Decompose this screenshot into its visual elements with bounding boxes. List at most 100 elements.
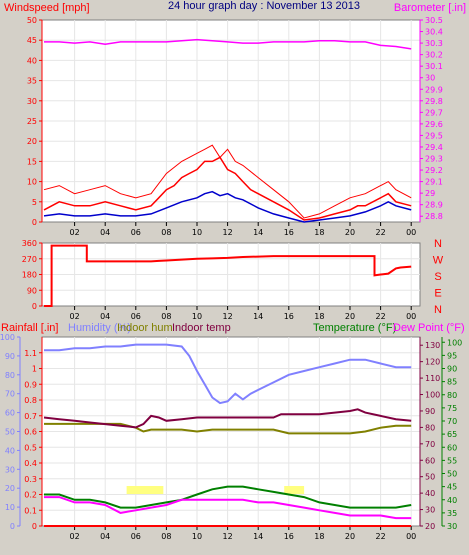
temperature-tick-label: 80 xyxy=(447,391,457,400)
barometer-tick-label: 30.3 xyxy=(425,39,443,48)
wind-x-tick-label: 04 xyxy=(100,228,110,237)
compass-label: N xyxy=(434,238,442,250)
rainfall-tick-label: 1 xyxy=(32,365,37,374)
temperature-tick-label: 55 xyxy=(447,456,457,465)
temperature-x-tick-label: 08 xyxy=(161,532,171,541)
wind-x-tick-label: 18 xyxy=(314,228,324,237)
temperature-x-tick-label: 16 xyxy=(284,532,294,541)
barometer-tick-label: 29.2 xyxy=(425,166,443,175)
windspeed-tick-label: 0 xyxy=(32,218,37,227)
direction-x-tick-label: 22 xyxy=(376,312,386,321)
temperature-tick-label: 65 xyxy=(447,430,457,439)
wind-x-tick-label: 10 xyxy=(192,228,202,237)
temperature-tick-label: 35 xyxy=(447,509,457,518)
direction-x-tick-label: 02 xyxy=(70,312,80,321)
rainfall-tick-label: 1.1 xyxy=(24,349,37,358)
windspeed-tick-label: 45 xyxy=(27,36,37,45)
highlight-band xyxy=(284,486,305,494)
indoor-temp-tick-label: 120 xyxy=(425,358,440,367)
direction-x-tick-label: 10 xyxy=(192,312,202,321)
rainfall-tick-label: 0.8 xyxy=(24,396,37,405)
temperature-axis-title: Temperature (°F) xyxy=(313,322,396,334)
temperature-x-tick-label: 04 xyxy=(100,532,110,541)
temperature-tick-label: 100 xyxy=(447,338,462,347)
rainfall-tick-label: 0.3 xyxy=(24,475,37,484)
dew-point-axis-title: Dew Point (°F) xyxy=(393,322,465,334)
barometer-tick-label: 30.4 xyxy=(425,28,443,37)
temperature-tick-label: 40 xyxy=(447,496,457,505)
rainfall-tick-label: 0.7 xyxy=(24,412,37,421)
indoor-humidity-axis-title: Indoor hum xyxy=(117,322,173,334)
rainfall-tick-label: 0.2 xyxy=(24,491,37,500)
barometer-tick-label: 30.5 xyxy=(425,16,443,25)
highlight-band xyxy=(126,486,164,494)
series-wind-direction xyxy=(44,244,412,307)
windspeed-tick-label: 30 xyxy=(27,97,37,106)
indoor-temp-tick-label: 90 xyxy=(425,407,435,416)
wind-x-tick-label: 16 xyxy=(284,228,294,237)
temperature-x-tick-label: 20 xyxy=(345,532,355,541)
indoor-temp-tick-label: 40 xyxy=(425,489,435,498)
temperature-x-tick-label: 22 xyxy=(376,532,386,541)
compass-label: S xyxy=(434,271,441,283)
humidity-tick-label: 60 xyxy=(5,409,15,418)
direction-tick-label: 0 xyxy=(32,302,37,311)
indoor-temp-tick-label: 80 xyxy=(425,423,435,432)
barometer-tick-label: 29.8 xyxy=(425,97,443,106)
humidity-tick-label: 10 xyxy=(5,503,15,512)
series-gust xyxy=(43,144,412,219)
barometer-tick-label: 29.7 xyxy=(425,108,443,117)
direction-x-tick-label: 00 xyxy=(406,312,416,321)
windspeed-tick-label: 5 xyxy=(32,198,37,207)
humidity-tick-label: 0 xyxy=(10,522,15,531)
temperature-x-tick-label: 18 xyxy=(314,532,324,541)
direction-tick-label: 270 xyxy=(22,255,37,264)
wind-x-tick-label: 06 xyxy=(131,228,141,237)
windspeed-tick-label: 50 xyxy=(27,16,37,25)
wind-x-tick-label: 12 xyxy=(223,228,233,237)
wind-x-tick-label: 02 xyxy=(70,228,80,237)
wind-x-tick-label: 08 xyxy=(161,228,171,237)
temperature-x-tick-label: 06 xyxy=(131,532,141,541)
barometer-tick-label: 29 xyxy=(425,189,435,198)
indoor-temp-tick-label: 60 xyxy=(425,456,435,465)
indoor-temp-tick-label: 110 xyxy=(425,374,440,383)
wind-x-tick-label: 14 xyxy=(253,228,263,237)
indoor-temp-tick-label: 100 xyxy=(425,391,440,400)
rainfall-tick-label: 0.5 xyxy=(24,443,37,452)
rainfall-tick-label: 0.9 xyxy=(24,380,37,389)
humidity-tick-label: 50 xyxy=(5,428,15,437)
barometer-axis-title: Barometer [.in] xyxy=(394,2,466,14)
compass-label: E xyxy=(434,288,441,300)
windspeed-tick-label: 40 xyxy=(27,56,37,65)
barometer-tick-label: 29.5 xyxy=(425,131,443,140)
humidity-tick-label: 80 xyxy=(5,371,15,380)
barometer-tick-label: 28.8 xyxy=(425,212,443,221)
series-temperature xyxy=(44,485,412,509)
indoor-temp-tick-label: 20 xyxy=(425,522,435,531)
direction-x-tick-label: 14 xyxy=(253,312,263,321)
barometer-tick-label: 30.2 xyxy=(425,51,443,60)
wind-x-tick-label: 20 xyxy=(345,228,355,237)
humidity-axis-title: Humidity (%) xyxy=(68,322,131,334)
indoor-temp-axis-title: Indoor temp xyxy=(172,322,231,334)
indoor-temp-tick-label: 50 xyxy=(425,473,435,482)
indoor-temp-tick-label: 30 xyxy=(425,506,435,515)
humidity-tick-label: 40 xyxy=(5,446,15,455)
series-windspeed xyxy=(43,156,412,221)
compass-label: W xyxy=(433,255,444,267)
rainfall-tick-label: 0.4 xyxy=(24,459,37,468)
rainfall-tick-label: 0 xyxy=(32,522,37,531)
indoor-temp-tick-label: 70 xyxy=(425,440,435,449)
barometer-tick-label: 29.6 xyxy=(425,120,443,129)
direction-x-tick-label: 20 xyxy=(345,312,355,321)
temperature-x-tick-label: 12 xyxy=(223,532,233,541)
temperature-tick-label: 75 xyxy=(447,404,457,413)
series-humidity xyxy=(44,343,412,405)
barometer-tick-label: 29.9 xyxy=(425,85,443,94)
direction-tick-label: 90 xyxy=(27,286,37,295)
temperature-x-tick-label: 00 xyxy=(406,532,416,541)
barometer-tick-label: 29.1 xyxy=(425,178,443,187)
temperature-tick-label: 85 xyxy=(447,378,457,387)
